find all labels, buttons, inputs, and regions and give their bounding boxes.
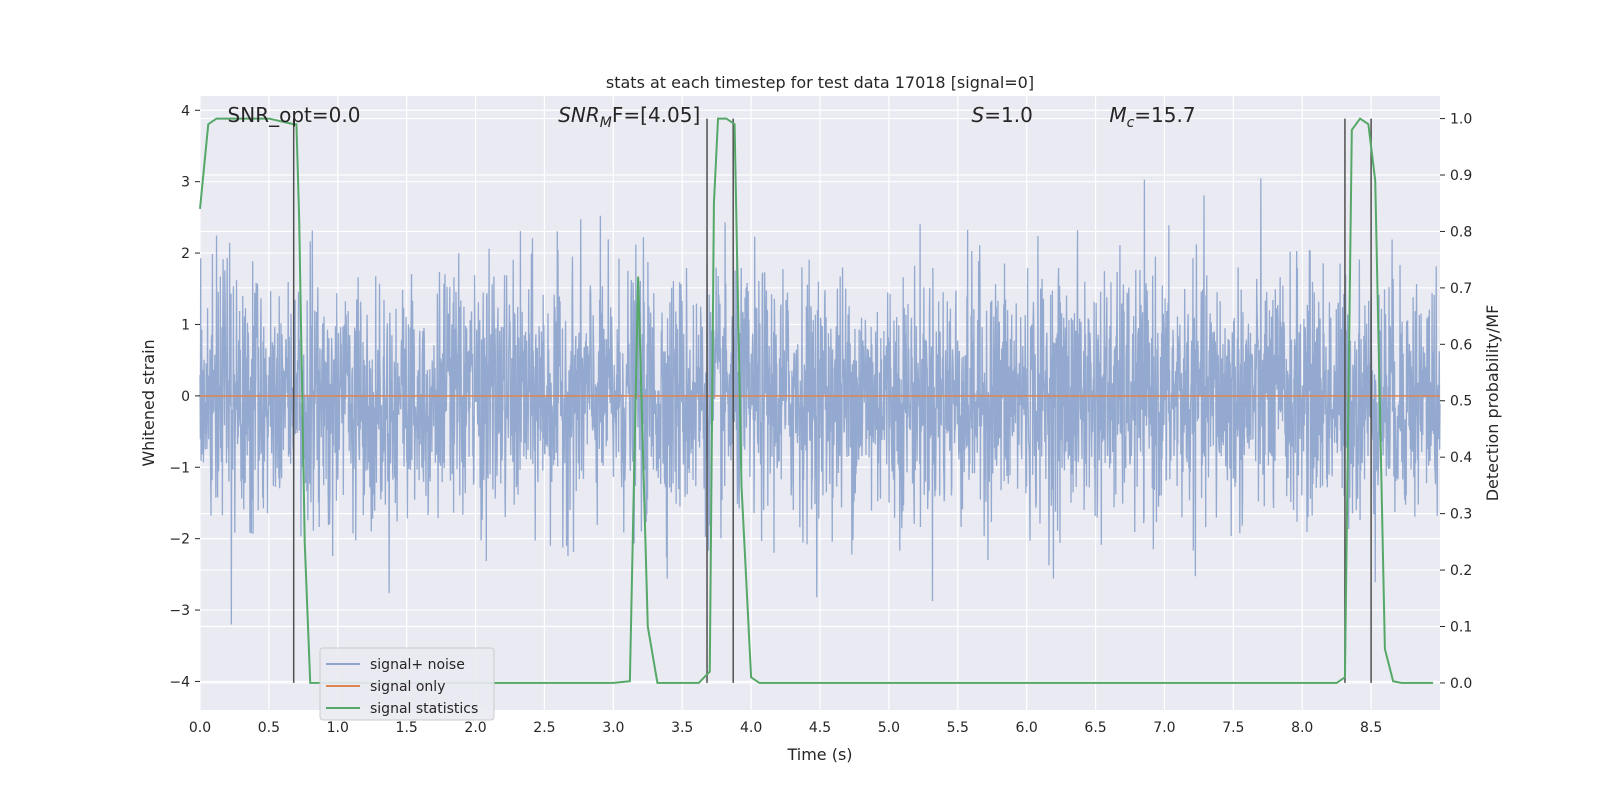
y2-tick-label: 0.6 [1450, 337, 1472, 353]
y2-tick-label: 0.2 [1450, 563, 1472, 579]
x-tick-label: 1.0 [327, 720, 349, 736]
x-tick-label: 2.0 [464, 720, 486, 736]
y-tick-label: 3 [181, 175, 190, 191]
tick-labels: 0.0 0.5 1.0 1.5 2.0 2.5 3.0 3.5 4.0 4.5 5.0 5.5 6.0 6… [169, 103, 1472, 736]
y2-tick-label: 0.8 [1450, 224, 1472, 240]
chart-title: stats at each timestep for test data 170… [606, 73, 1034, 92]
vertical-markers [292, 118, 1372, 683]
x-tick-label: 6.0 [1016, 720, 1038, 736]
x-tick-label: 1.5 [396, 720, 418, 736]
legend-label: signal statistics [370, 701, 478, 717]
x-tick-label: 4.0 [740, 720, 762, 736]
x-axis-label: Time (s) [786, 745, 852, 764]
annotations: SNR_opt=0.0 SNRMF=[4.05] S=1.0 Mc=15.7 [228, 103, 1196, 131]
y2-axis-label: Detection probability/MF [1483, 305, 1502, 502]
series-signal-noise [199, 178, 1441, 625]
signal-statistics-line [199, 117, 1434, 684]
series-signal-statistics [199, 117, 1434, 684]
x-tick-label: 6.5 [1084, 720, 1106, 736]
x-tick-label: 8.5 [1360, 720, 1382, 736]
x-tick-label: 8.0 [1291, 720, 1313, 736]
x-tick-label: 3.5 [671, 720, 693, 736]
legend-label: signal only [370, 679, 445, 695]
y-tick-label: 4 [181, 103, 190, 119]
y-tick-label: −2 [169, 532, 190, 548]
x-tick-label: 2.5 [533, 720, 555, 736]
legend-label: signal+ noise [370, 657, 465, 673]
y2-tick-label: 0.5 [1450, 394, 1472, 410]
y2-tick-label: 0.1 [1450, 619, 1472, 635]
x-tick-label: 0.5 [258, 720, 280, 736]
x-tick-label: 0.0 [189, 720, 211, 736]
y-tick-label: −4 [169, 674, 190, 690]
y2-tick-label: 0.7 [1450, 281, 1472, 297]
y-tick-label: 2 [181, 246, 190, 262]
y2-tick-label: 1.0 [1450, 112, 1472, 128]
legend-box [319, 647, 495, 721]
annotation-2: S=1.0 [972, 103, 1033, 127]
x-tick-label: 5.5 [947, 720, 969, 736]
y2-tick-label: 0.3 [1450, 507, 1472, 523]
y-tick-label: −3 [169, 603, 190, 619]
x-tick-label: 5.0 [878, 720, 900, 736]
y2-tick-label: 0.9 [1450, 168, 1472, 184]
x-tick-label: 7.0 [1153, 720, 1175, 736]
x-tick-label: 3.0 [602, 720, 624, 736]
x-tick-label: 7.5 [1222, 720, 1244, 736]
x-tick-label: 4.5 [809, 720, 831, 736]
annotation-1: SNRMF=[4.05] [558, 103, 700, 131]
y-tick-label: 0 [181, 389, 190, 405]
y-tick-label: 1 [181, 317, 190, 333]
y2-tick-label: 0.0 [1450, 676, 1472, 692]
annotation-0: SNR_opt=0.0 [228, 103, 361, 127]
legend: signal+ noise signal only signal statistic… [319, 647, 495, 721]
annotation-3: Mc=15.7 [1109, 103, 1195, 131]
y2-tick-label: 0.4 [1450, 450, 1472, 466]
y-axis-label: Whitened strain [139, 339, 158, 466]
y-tick-label: −1 [169, 460, 190, 476]
signal-noise-line [199, 178, 1441, 625]
